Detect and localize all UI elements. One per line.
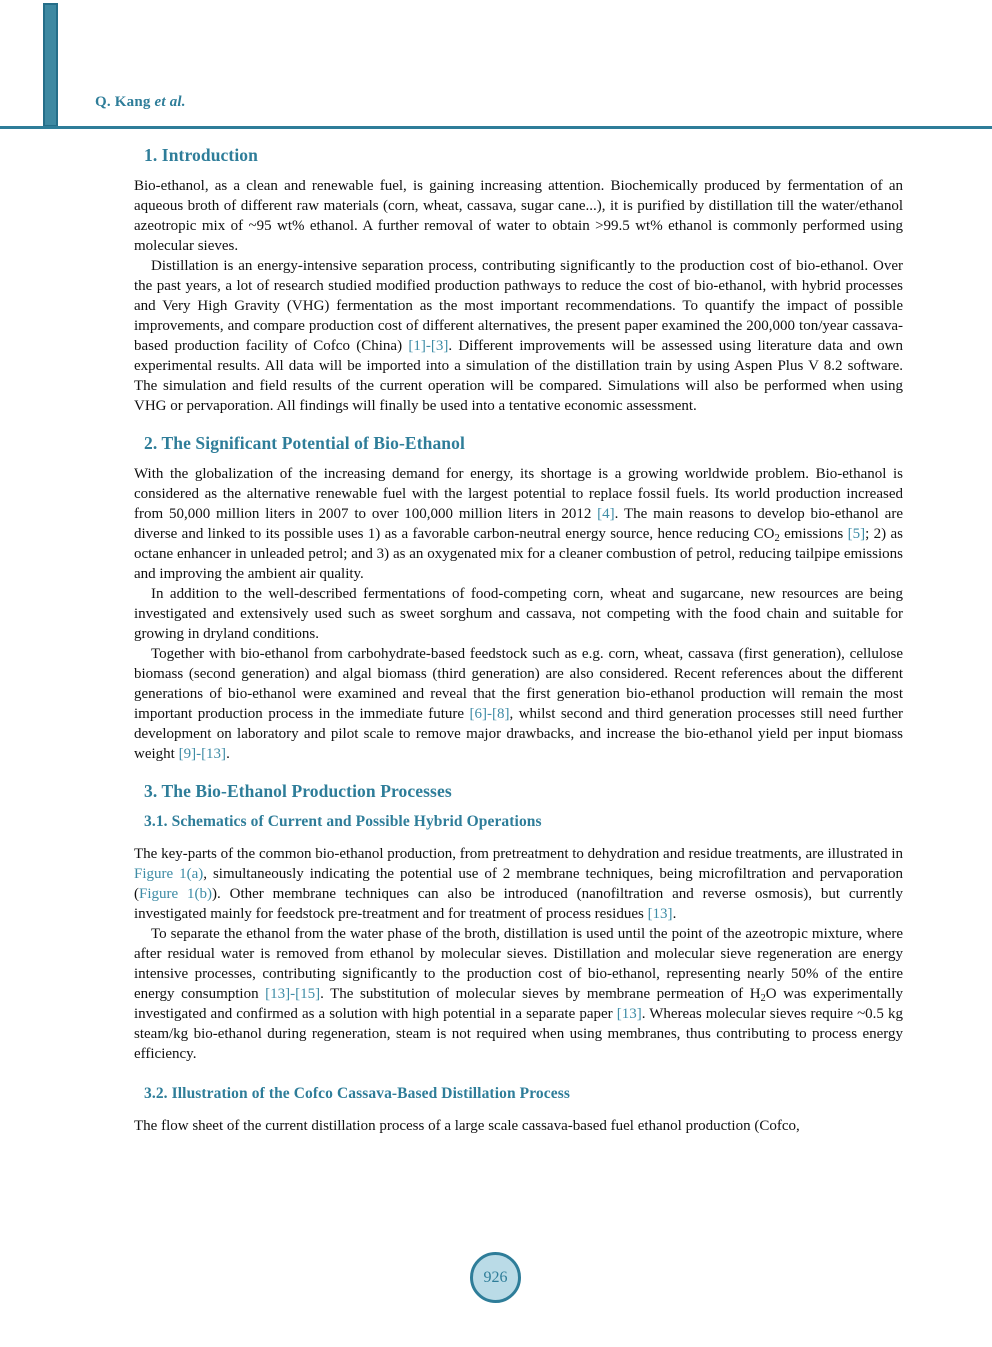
text-run: The key-parts of the common bio-ethanol … [134,846,903,862]
citation-link[interactable]: [1]-[3] [408,338,449,354]
paragraph-intro-1: Bio-ethanol, as a clean and renewable fu… [134,176,903,256]
text-run: . Whereas molecular sieves require ~0.5 … [134,1006,903,1062]
citation-link[interactable]: [4] [597,506,615,522]
section-1-heading: 1. Introduction [144,145,258,165]
text-run: With the globalization of the increasing… [134,466,903,522]
text-run: Distillation is an energy-intensive sepa… [134,258,903,354]
text-run: To separate the ethanol from the water p… [134,926,903,1002]
paragraph-potential-1: With the globalization of the increasing… [134,464,903,584]
citation-link[interactable]: Figure 1(b) [139,886,213,902]
paragraph-schematics-2: To separate the ethanol from the water p… [134,924,903,1064]
paragraph-potential-3: Together with bio-ethanol from carbohydr… [134,644,903,764]
citation-link[interactable]: [13] [647,906,673,922]
text-run: , simultaneously indicating the potentia… [134,866,903,902]
text-run: . The substitution of molecular sieves b… [320,986,761,1002]
paragraph-schematics-1: The key-parts of the common bio-ethanol … [134,844,903,924]
section-3-heading: 3. The Bio-Ethanol Production Processes [144,781,452,801]
running-head-author: Q. Kang [95,94,155,110]
running-head-etal: et al. [154,94,186,110]
paragraph-intro-2: Distillation is an energy-intensive sepa… [134,256,903,416]
text-run: emissions [779,526,848,542]
citation-link[interactable]: [9]-[13] [178,746,227,762]
text-run: . [672,906,677,922]
citation-link[interactable]: [5] [847,526,866,542]
page-number-badge: 926 [470,1252,521,1303]
paragraph-cofco-1: The flow sheet of the current distillati… [134,1116,903,1136]
running-head: Q. Kang et al. [95,94,186,111]
text-run: , whilst second and third generation pro… [134,706,903,762]
header-rule [0,126,992,129]
section-3-2-heading: 3.2. Illustration of the Cofco Cassava-B… [144,1085,570,1102]
text-run: The flow sheet of the current distillati… [134,1118,800,1134]
text-run: O was experimentally investigated and co… [134,986,903,1022]
page-number: 926 [483,1268,508,1286]
citation-link[interactable]: [6]-[8] [469,706,510,722]
text-run: In addition to the well-described fermen… [134,586,903,642]
citation-link[interactable]: [13]-[15] [265,986,321,1002]
text-run: ). Other membrane techniques can also be… [134,886,904,922]
header-accent-bar [43,3,58,127]
text-run: Bio-ethanol, as a clean and renewable fu… [134,178,903,254]
subscript: 2 [774,533,780,544]
section-3-1-heading: 3.1. Schematics of Current and Possible … [144,813,542,830]
text-run: . Different improvements will be assesse… [134,338,903,414]
section-2-heading: 2. The Significant Potential of Bio-Etha… [144,433,465,453]
text-run: . The main reasons to develop bio-ethano… [134,506,903,542]
text-run: . [226,746,230,762]
text-run: Together with bio-ethanol from carbohydr… [134,646,903,722]
subscript: 2 [760,993,766,1004]
citation-link[interactable]: Figure 1(a) [134,866,204,882]
paragraph-potential-2: In addition to the well-described fermen… [134,584,903,644]
article-body: 1. Introduction Bio-ethanol, as a clean … [134,141,903,1136]
citation-link[interactable]: [13] [616,1006,642,1022]
text-run: ; 2) as octane enhancer in unleaded petr… [134,526,903,582]
